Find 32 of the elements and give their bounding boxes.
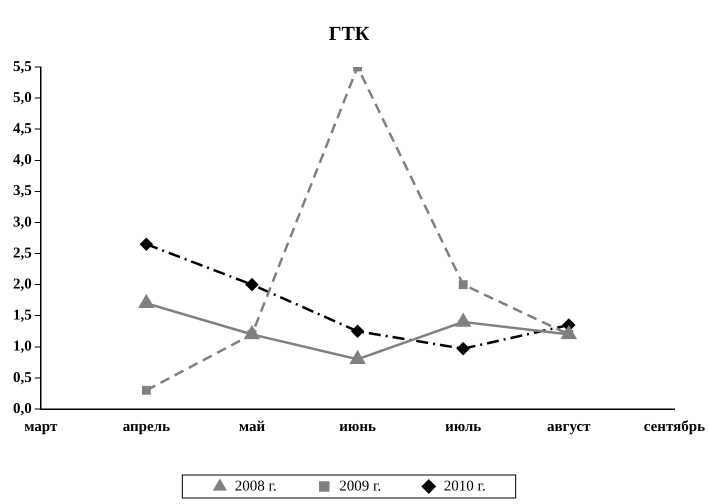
x-tick-label: сентябрь [644, 418, 706, 435]
point [456, 314, 470, 327]
point [351, 325, 364, 338]
point [456, 342, 470, 355]
x-tick-label: апрель [122, 418, 170, 435]
point [246, 278, 258, 291]
chart-title: ГТК [328, 23, 370, 46]
y-tick-label: 2,5 [13, 245, 32, 262]
point [350, 351, 365, 364]
y-tick-label: 0,5 [13, 370, 32, 386]
y-tick-label: 4,5 [13, 121, 32, 138]
y-tick-label: 5,0 [13, 90, 32, 106]
legend-label: 2009 г. [339, 478, 382, 494]
x-tick-label: март [24, 418, 58, 435]
x-tick-label: июнь [339, 418, 376, 435]
y-tick-label: 2,0 [13, 276, 32, 293]
point [142, 386, 151, 395]
point [458, 280, 468, 290]
point [140, 238, 153, 250]
y-tick-label: 1,0 [13, 338, 32, 355]
y-tick-label: 3,5 [13, 183, 32, 200]
y-tick-label: 5,5 [13, 58, 32, 75]
point [139, 295, 154, 308]
legend-label: 2010 г. [444, 478, 486, 494]
y-tick-label: 0,0 [13, 400, 32, 417]
x-tick-label: июль [445, 418, 482, 435]
legend-label: 2008 г. [234, 478, 277, 494]
y-tick-label: 4,0 [13, 152, 32, 168]
x-tick-label: август [547, 418, 592, 435]
y-tick-label: 1,5 [13, 308, 32, 324]
x-tick-label: май [238, 418, 266, 435]
y-tick-label: 3,0 [13, 214, 32, 230]
